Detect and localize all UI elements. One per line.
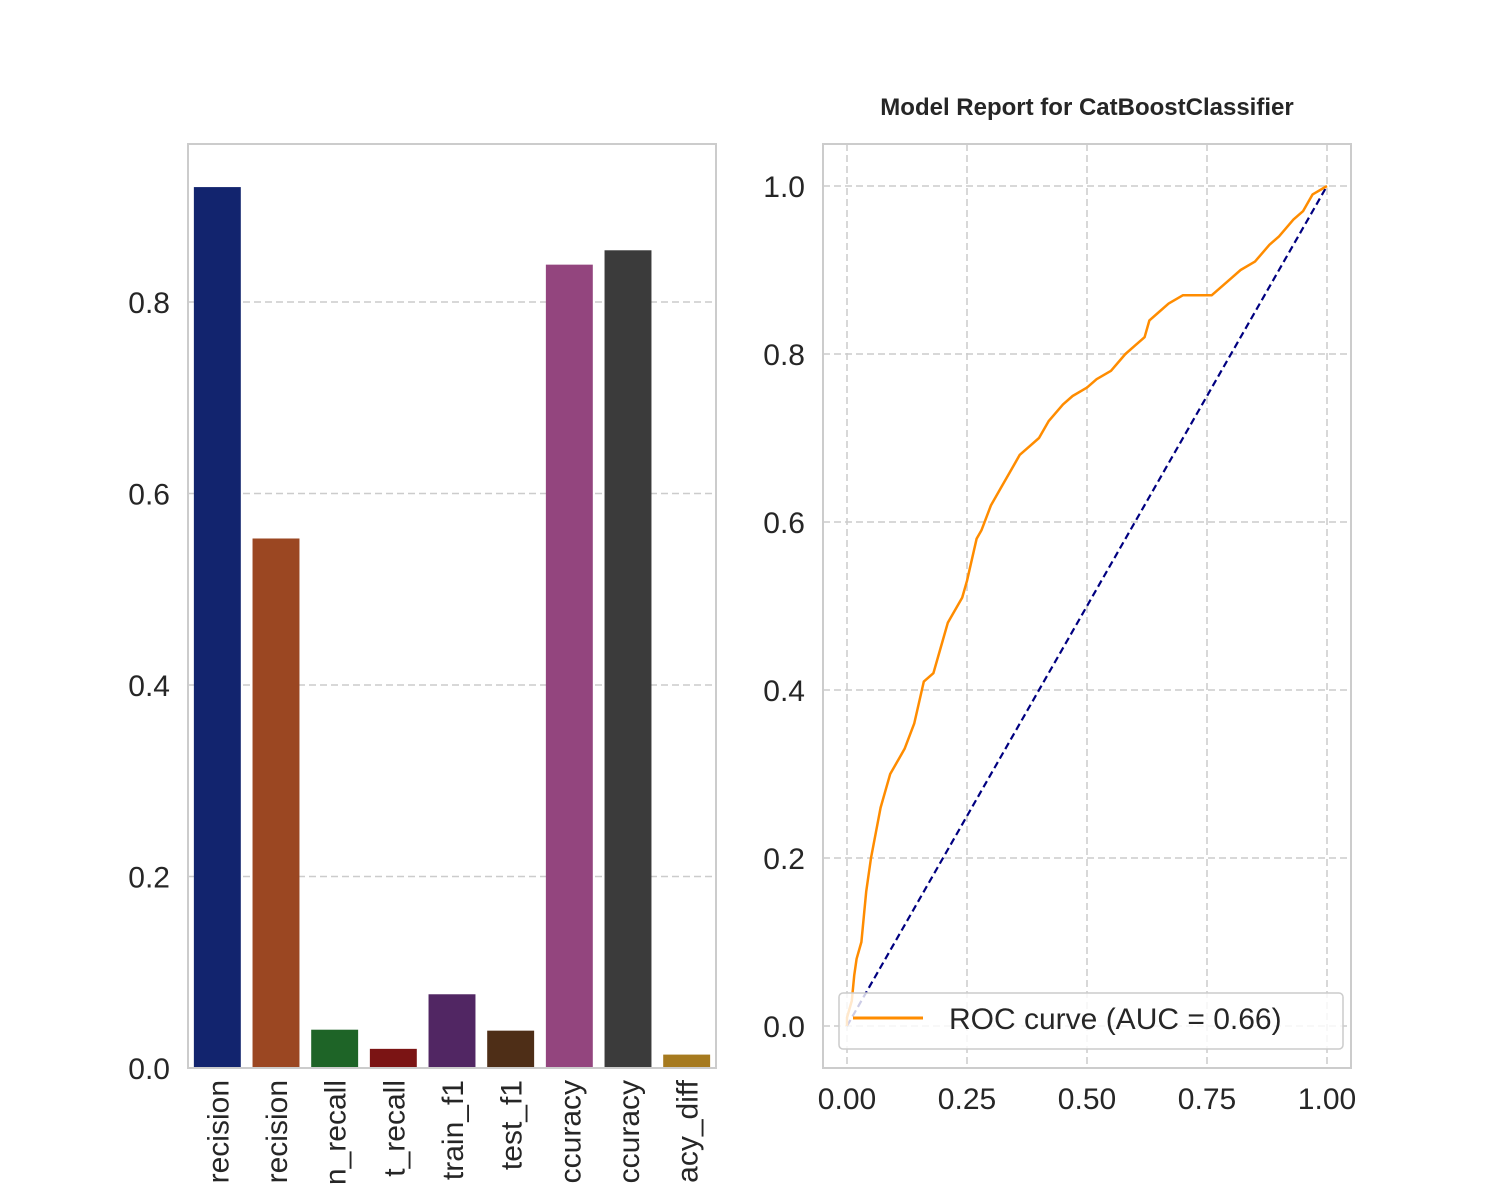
roc-y-tick-label: 1.0	[763, 171, 805, 204]
bar-x-tick-label: t_recall	[378, 1080, 411, 1177]
bar-chart-x-ticks: recision recision n_recall t_recall train_f1…	[202, 1079, 704, 1185]
roc-chart-legend: ROC curve (AUC = 0.66)	[838, 992, 1344, 1050]
roc-chart-panel: Model Report for CatBoostClassifier 0.00…	[763, 94, 1356, 1116]
bar-accuracy_diff	[663, 1054, 711, 1068]
bar-train_precision	[193, 187, 241, 1069]
bar-chart-bars	[193, 187, 711, 1069]
bar-test_recall	[369, 1048, 417, 1068]
bar-x-tick-label: acy_diff	[672, 1079, 705, 1183]
bar-test_f1	[487, 1030, 535, 1068]
legend-box	[838, 992, 1344, 1050]
chart-title: Model Report for CatBoostClassifier	[880, 94, 1293, 121]
legend-label: ROC curve (AUC = 0.66)	[949, 1003, 1282, 1036]
roc-chart-lines	[845, 184, 1328, 1027]
bar-test_accuracy	[604, 250, 652, 1068]
bar-y-tick-label: 0.0	[128, 1053, 170, 1086]
roc-x-tick-label: 0.25	[938, 1083, 996, 1116]
bar-y-tick-label: 0.4	[128, 670, 170, 703]
bar-x-tick-label: ccuracy	[613, 1080, 646, 1183]
bar-x-tick-label: test_f1	[496, 1080, 529, 1170]
roc-chart-y-ticks: 0.0 0.2 0.4 0.6 0.8 1.0	[763, 171, 805, 1044]
bar-y-tick-label: 0.8	[128, 287, 170, 320]
roc-chart-frame	[822, 143, 1352, 1069]
roc-chart-gridlines	[823, 144, 1351, 1068]
bar-y-tick-label: 0.2	[128, 861, 170, 894]
roc-chart-x-ticks: 0.00 0.25 0.50 0.75 1.00	[818, 1083, 1356, 1116]
bar-chart-panel: 0.0 0.2 0.4 0.6 0.8 recision recision n_recall…	[128, 143, 717, 1185]
chance-diagonal-line	[846, 185, 1328, 1027]
roc-y-tick-label: 0.0	[763, 1011, 805, 1044]
bar-x-tick-label: train_f1	[437, 1080, 470, 1180]
bar-x-tick-label: recision	[261, 1080, 294, 1183]
bar-x-tick-label: n_recall	[320, 1080, 353, 1185]
bar-chart-y-ticks: 0.0 0.2 0.4 0.6 0.8	[128, 287, 170, 1086]
roc-x-tick-label: 0.00	[818, 1083, 876, 1116]
roc-y-tick-label: 0.4	[763, 675, 805, 708]
bar-y-tick-label: 0.6	[128, 478, 170, 511]
roc-x-tick-label: 0.50	[1058, 1083, 1116, 1116]
bar-test_precision	[252, 538, 300, 1068]
roc-y-tick-label: 0.8	[763, 339, 805, 372]
bar-train_accuracy	[545, 264, 593, 1069]
roc-y-tick-label: 0.6	[763, 507, 805, 540]
bar-x-tick-label: recision	[202, 1080, 235, 1183]
bar-train_recall	[311, 1029, 359, 1068]
roc-curve-line	[845, 184, 1328, 1026]
roc-x-tick-label: 0.75	[1178, 1083, 1236, 1116]
bar-x-tick-label: ccuracy	[554, 1080, 587, 1183]
roc-y-tick-label: 0.2	[763, 843, 805, 876]
roc-x-tick-label: 1.00	[1298, 1083, 1356, 1116]
bar-chart-frame	[187, 143, 717, 1069]
bar-train_f1	[428, 994, 476, 1068]
